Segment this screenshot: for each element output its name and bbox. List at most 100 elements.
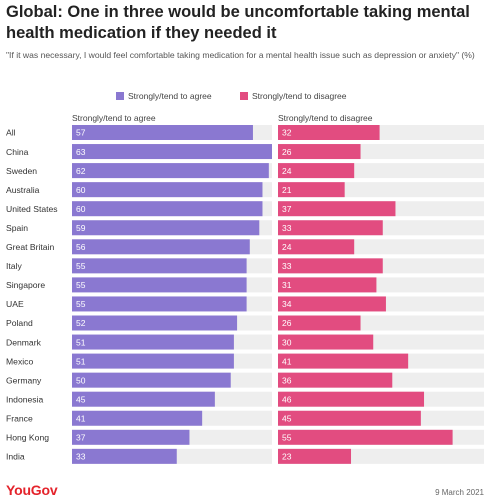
bar-disagree-italy: [278, 258, 383, 274]
publish-date: 9 March 2021: [435, 488, 484, 497]
data-label-agree-singapore: 55: [76, 280, 86, 290]
data-label-agree-united-states: 60: [76, 204, 86, 214]
category-label-all: All: [6, 128, 16, 138]
bar-disagree-india: [278, 448, 352, 464]
bar-agree-indonesia: [72, 391, 215, 407]
data-label-agree-poland: 52: [76, 318, 86, 328]
brand-logo: YouGov: [6, 482, 58, 498]
legend-swatch-disagree: [240, 92, 248, 100]
data-label-agree-hong-kong: 37: [76, 433, 86, 443]
column-header-agree: Strongly/tend to agree: [72, 113, 156, 123]
bar-disagree-mexico: [278, 353, 409, 369]
data-label-agree-france: 41: [76, 413, 86, 423]
data-label-agree-germany: 50: [76, 375, 86, 385]
data-label-disagree-indonesia: 46: [282, 394, 292, 404]
category-label-uae: UAE: [6, 299, 24, 309]
data-label-disagree-italy: 33: [282, 261, 292, 271]
bar-agree-poland: [72, 315, 238, 331]
bar-disagree-germany: [278, 372, 393, 388]
bar-disagree-china: [278, 144, 361, 160]
bar-agree-spain: [72, 220, 260, 236]
data-label-agree-indonesia: 45: [76, 394, 86, 404]
category-label-great-britain: Great Britain: [6, 242, 54, 252]
data-label-disagree-spain: 33: [282, 223, 292, 233]
data-label-disagree-poland: 26: [282, 318, 292, 328]
category-label-germany: Germany: [6, 375, 42, 385]
category-label-poland: Poland: [6, 318, 33, 328]
data-label-agree-uae: 55: [76, 299, 86, 309]
chart-title: Global: One in three would be uncomforta…: [6, 3, 470, 42]
category-label-sweden: Sweden: [6, 166, 37, 176]
bar-agree-all: [72, 125, 253, 140]
bar-agree-india: [72, 448, 177, 464]
data-label-disagree-singapore: 31: [282, 280, 292, 290]
category-label-china: China: [6, 147, 29, 157]
bar-disagree-singapore: [278, 277, 377, 293]
category-label-denmark: Denmark: [6, 337, 42, 347]
bar-agree-uae: [72, 296, 247, 312]
bar-disagree-united-states: [278, 201, 396, 217]
legend-label-agree: Strongly/tend to agree: [128, 91, 212, 101]
data-label-disagree-uae: 34: [282, 299, 292, 309]
bar-agree-china: [72, 144, 272, 160]
bar-disagree-spain: [278, 220, 383, 236]
bar-disagree-hong-kong: [278, 429, 453, 445]
bar-disagree-denmark: [278, 334, 374, 350]
bar-disagree-sweden: [278, 163, 355, 179]
bar-agree-australia: [72, 182, 263, 198]
category-label-australia: Australia: [6, 185, 40, 195]
data-label-disagree-france: 45: [282, 413, 292, 423]
bar-disagree-all: [278, 125, 380, 140]
data-label-agree-india: 33: [76, 452, 86, 462]
bar-agree-great-britain: [72, 239, 250, 255]
data-label-disagree-denmark: 30: [282, 337, 292, 347]
category-label-hong-kong: Hong Kong: [6, 433, 49, 443]
data-label-agree-denmark: 51: [76, 337, 86, 347]
bar-disagree-france: [278, 410, 421, 426]
legend-label-disagree: Strongly/tend to disagree: [252, 91, 347, 101]
data-label-agree-spain: 59: [76, 223, 86, 233]
bar-agree-united-states: [72, 201, 263, 217]
legend-swatch-agree: [116, 92, 124, 100]
data-label-agree-australia: 60: [76, 185, 86, 195]
data-label-disagree-india: 23: [282, 452, 292, 462]
bar-disagree-indonesia: [278, 391, 425, 407]
category-label-singapore: Singapore: [6, 280, 45, 290]
data-label-disagree-all: 32: [282, 128, 292, 138]
data-label-disagree-great-britain: 24: [282, 242, 292, 252]
bar-agree-france: [72, 410, 203, 426]
category-label-spain: Spain: [6, 223, 28, 233]
column-header-disagree: Strongly/tend to disagree: [278, 113, 373, 123]
category-label-italy: Italy: [6, 261, 22, 271]
bar-disagree-uae: [278, 296, 386, 312]
data-label-agree-great-britain: 56: [76, 242, 86, 252]
bar-disagree-poland: [278, 315, 361, 331]
bar-agree-singapore: [72, 277, 247, 293]
bar-agree-denmark: [72, 334, 234, 350]
data-label-disagree-hong-kong: 55: [282, 433, 292, 443]
data-label-agree-mexico: 51: [76, 356, 86, 366]
data-label-disagree-mexico: 41: [282, 356, 292, 366]
category-label-mexico: Mexico: [6, 356, 33, 366]
category-label-indonesia: Indonesia: [6, 394, 43, 404]
bar-agree-germany: [72, 372, 231, 388]
bar-agree-italy: [72, 258, 247, 274]
legend: Strongly/tend to agree Strongly/tend to …: [0, 91, 492, 103]
data-label-disagree-china: 26: [282, 147, 292, 157]
data-label-agree-italy: 55: [76, 261, 86, 271]
bar-agree-hong-kong: [72, 429, 190, 445]
bar-agree-sweden: [72, 163, 269, 179]
legend-item-agree: Strongly/tend to agree: [116, 91, 212, 101]
data-label-disagree-sweden: 24: [282, 166, 292, 176]
data-label-disagree-germany: 36: [282, 375, 292, 385]
category-label-india: India: [6, 452, 25, 462]
bar-disagree-great-britain: [278, 239, 355, 255]
data-label-agree-sweden: 62: [76, 166, 86, 176]
data-label-agree-china: 63: [76, 147, 86, 157]
bar-agree-mexico: [72, 353, 234, 369]
chart-subtitle: "If it was necessary, I would feel comfo…: [6, 50, 475, 60]
data-label-disagree-united-states: 37: [282, 204, 292, 214]
legend-item-disagree: Strongly/tend to disagree: [240, 91, 347, 101]
data-label-agree-all: 57: [76, 128, 86, 138]
